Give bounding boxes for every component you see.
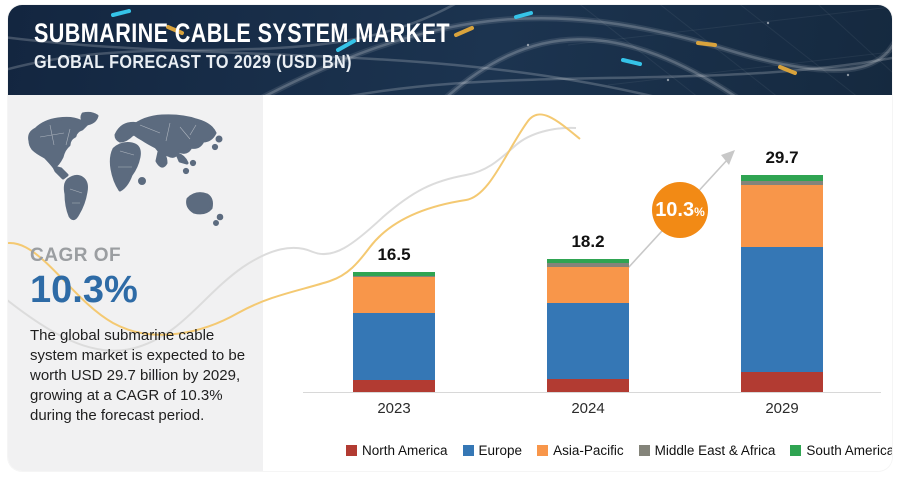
legend-swatch (638, 445, 650, 456)
fiber-optic-decoration (8, 5, 892, 95)
legend-item-south-america[interactable]: South America (790, 443, 892, 458)
stacked-bar-2023[interactable] (353, 271, 435, 393)
market-description: The global submarine cable system market… (30, 327, 246, 424)
x-axis-label-2029: 2029 (765, 400, 799, 417)
stacked-bar-2029[interactable] (741, 175, 823, 392)
page-subtitle: GLOBAL FORECAST TO 2029 (USD BN) (34, 52, 352, 72)
x-axis-label-2023: 2023 (377, 400, 411, 417)
world-map-icon (20, 111, 236, 251)
x-axis-line (303, 392, 881, 393)
bar-segment-south-america[interactable] (741, 175, 823, 181)
legend-label: South America (806, 443, 892, 458)
legend-label: Asia-Pacific (553, 443, 624, 458)
stacked-bar-2024[interactable] (547, 259, 629, 392)
bar-segment-asia-pacific[interactable] (741, 185, 823, 248)
legend-item-middle-east-africa[interactable]: Middle East & Africa (638, 443, 776, 458)
bar-segment-asia-pacific[interactable] (353, 277, 435, 314)
cagr-badge: 10.3% (652, 182, 708, 238)
legend-swatch (346, 445, 357, 456)
header-banner: SUBMARINE CABLE SYSTEM MARKET GLOBAL FOR… (8, 5, 892, 95)
bar-segment-middle-east-africa[interactable] (741, 181, 823, 186)
chart-legend: North America Europe Asia-Pacific Middle Ea… (346, 443, 892, 458)
legend-swatch (462, 445, 474, 456)
legend-item-europe[interactable]: Europe (462, 443, 523, 458)
cagr-value: 10.3% (30, 269, 138, 311)
legend-swatch (537, 445, 549, 456)
bar-segment-middle-east-africa[interactable] (547, 262, 629, 268)
bar-segment-north-america[interactable] (741, 372, 823, 392)
legend-label: North America (362, 443, 448, 458)
cagr-label: CAGR OF (30, 245, 122, 266)
legend-item-asia-pacific[interactable]: Asia-Pacific (537, 443, 624, 458)
bar-segment-north-america[interactable] (353, 379, 435, 392)
legend-label: Middle East & Africa (654, 443, 776, 458)
cagr-badge-value: 10.3 (655, 198, 695, 221)
legend-swatch (790, 445, 802, 456)
bar-total-label: 29.7 (765, 148, 799, 168)
legend-item-north-america[interactable]: North America (346, 443, 448, 458)
bar-total-label: 16.5 (377, 244, 411, 264)
infographic-card: SUBMARINE CABLE SYSTEM MARKET GLOBAL FOR… (8, 5, 892, 471)
bar-total-label: 18.2 (571, 232, 605, 252)
content-area: CAGR OF 10.3% The global submarine cable… (8, 95, 892, 471)
bar-segment-asia-pacific[interactable] (547, 267, 629, 303)
legend-label: Europe (478, 443, 523, 458)
bar-segment-south-america[interactable] (547, 259, 629, 263)
bar-segment-europe[interactable] (547, 302, 629, 380)
bar-segment-europe[interactable] (741, 247, 823, 373)
page-title: SUBMARINE CABLE SYSTEM MARKET (34, 18, 451, 48)
cagr-badge-percent: % (694, 204, 705, 219)
x-axis-label-2024: 2024 (571, 400, 605, 417)
bar-segment-north-america[interactable] (547, 379, 629, 392)
bar-segment-europe[interactable] (353, 313, 435, 380)
